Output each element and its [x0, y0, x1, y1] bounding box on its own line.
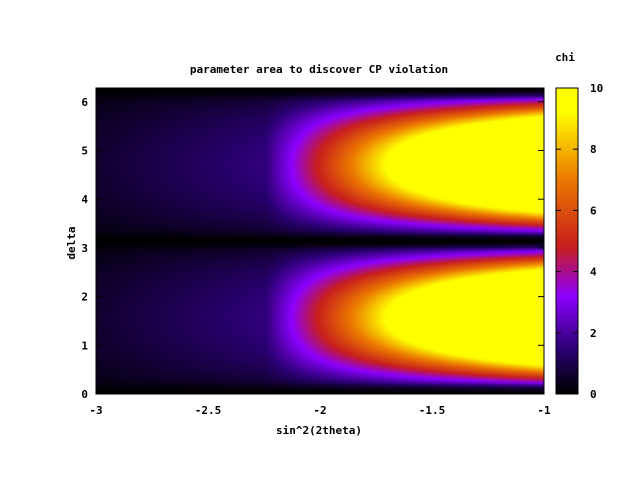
heatmap-image — [96, 88, 544, 394]
colorbar-frame — [555, 87, 579, 395]
colorbar-tick-label: 2 — [590, 327, 597, 340]
colorbar-tick-label: 0 — [590, 388, 597, 401]
y-tick-label: 5 — [81, 144, 88, 157]
x-tick-label: -1.5 — [419, 404, 446, 417]
colorbar-tick-label: 10 — [590, 82, 603, 95]
y-axis-label: delta — [65, 226, 78, 259]
x-tick-label: -1 — [537, 404, 551, 417]
colorbar-tick-label: 6 — [590, 204, 597, 217]
y-tick-label: 6 — [81, 96, 88, 109]
colorbar-tick-label: 8 — [590, 143, 597, 156]
axes: -3 -2.5 -2 -1.5 -1 0 1 2 3 4 5 6 0 2 4 6 8 10 — [81, 82, 603, 417]
y-tick-label: 3 — [81, 242, 88, 255]
colorbar-tick-label: 4 — [590, 266, 597, 279]
y-tick-label: 0 — [81, 388, 88, 401]
x-axis-label: sin^2(2theta) — [276, 424, 362, 437]
y-tick-label: 1 — [81, 339, 88, 352]
x-tick-label: -2 — [313, 404, 326, 417]
chart-title: parameter area to discover CP violation — [190, 63, 448, 76]
x-tick-label: -2.5 — [195, 404, 222, 417]
y-tick-label: 2 — [81, 291, 88, 304]
x-tick-label: -3 — [89, 404, 102, 417]
colorbar-gradient — [556, 88, 578, 394]
colorbar-label: chi — [555, 51, 575, 64]
y-tick-label: 4 — [81, 193, 88, 206]
heatmap — [96, 88, 544, 394]
